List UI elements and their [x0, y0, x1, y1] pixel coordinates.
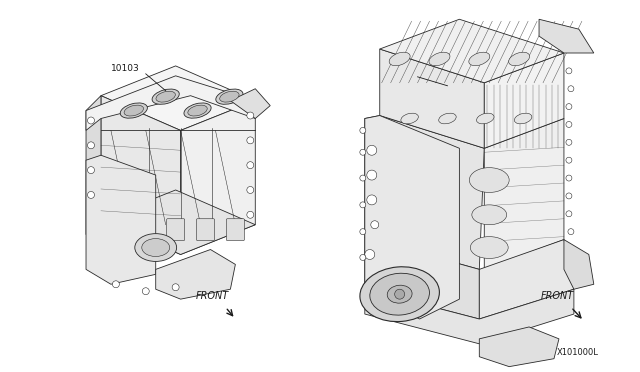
Ellipse shape: [387, 285, 412, 303]
Text: 10103: 10103: [111, 64, 140, 73]
Circle shape: [113, 281, 120, 288]
Polygon shape: [86, 76, 255, 131]
Circle shape: [88, 117, 95, 124]
Polygon shape: [479, 327, 559, 367]
Ellipse shape: [360, 267, 440, 322]
Ellipse shape: [469, 52, 490, 66]
Ellipse shape: [389, 52, 410, 66]
Polygon shape: [156, 250, 236, 299]
Polygon shape: [365, 238, 479, 319]
Ellipse shape: [152, 89, 179, 104]
Ellipse shape: [429, 52, 450, 66]
Circle shape: [360, 229, 366, 235]
Ellipse shape: [184, 103, 211, 118]
Polygon shape: [101, 96, 180, 254]
Text: FRONT: FRONT: [541, 291, 574, 301]
Polygon shape: [484, 119, 564, 269]
Polygon shape: [101, 66, 255, 131]
Circle shape: [371, 221, 379, 229]
Ellipse shape: [220, 91, 239, 102]
Polygon shape: [380, 86, 564, 148]
Polygon shape: [101, 190, 255, 254]
Circle shape: [247, 137, 254, 144]
Ellipse shape: [509, 52, 530, 66]
Circle shape: [247, 211, 254, 218]
Text: X101000L: X101000L: [557, 348, 599, 357]
Circle shape: [247, 162, 254, 169]
FancyBboxPatch shape: [166, 219, 184, 241]
Circle shape: [88, 167, 95, 174]
Polygon shape: [484, 53, 564, 148]
Polygon shape: [86, 155, 156, 284]
Polygon shape: [564, 240, 594, 289]
Circle shape: [566, 193, 572, 199]
Polygon shape: [365, 289, 574, 344]
Polygon shape: [380, 49, 484, 148]
Circle shape: [360, 254, 366, 260]
Ellipse shape: [477, 113, 494, 124]
Circle shape: [360, 128, 366, 134]
Text: 10102: 10102: [388, 66, 417, 75]
Circle shape: [172, 284, 179, 291]
Circle shape: [568, 86, 574, 92]
Ellipse shape: [120, 103, 147, 118]
Circle shape: [395, 289, 404, 299]
Circle shape: [566, 140, 572, 145]
Polygon shape: [86, 96, 101, 235]
Circle shape: [88, 192, 95, 198]
Circle shape: [247, 112, 254, 119]
Ellipse shape: [370, 273, 429, 315]
Circle shape: [566, 122, 572, 128]
Circle shape: [367, 195, 377, 205]
Ellipse shape: [216, 89, 243, 104]
Circle shape: [566, 68, 572, 74]
Circle shape: [360, 202, 366, 208]
Circle shape: [566, 157, 572, 163]
Ellipse shape: [156, 91, 175, 102]
Ellipse shape: [142, 238, 170, 256]
Ellipse shape: [438, 113, 456, 124]
Circle shape: [360, 149, 366, 155]
Polygon shape: [230, 89, 270, 119]
Circle shape: [568, 229, 574, 235]
Circle shape: [365, 250, 375, 259]
Circle shape: [367, 170, 377, 180]
Circle shape: [142, 288, 149, 295]
Polygon shape: [365, 116, 460, 319]
Polygon shape: [479, 240, 574, 319]
FancyBboxPatch shape: [196, 219, 214, 241]
Ellipse shape: [515, 113, 532, 124]
Circle shape: [566, 211, 572, 217]
Polygon shape: [539, 19, 594, 53]
Circle shape: [88, 142, 95, 149]
Polygon shape: [380, 19, 564, 83]
Circle shape: [367, 145, 377, 155]
Circle shape: [247, 186, 254, 193]
Ellipse shape: [469, 168, 509, 192]
Ellipse shape: [401, 113, 419, 124]
Circle shape: [566, 175, 572, 181]
FancyBboxPatch shape: [227, 219, 244, 241]
Ellipse shape: [135, 234, 177, 262]
FancyBboxPatch shape: [107, 219, 125, 241]
Text: FRONT: FRONT: [196, 291, 228, 301]
Polygon shape: [180, 101, 255, 254]
Circle shape: [566, 104, 572, 110]
Polygon shape: [365, 116, 484, 269]
Ellipse shape: [470, 237, 508, 259]
Ellipse shape: [472, 205, 507, 225]
Circle shape: [360, 175, 366, 181]
Ellipse shape: [124, 105, 143, 116]
Ellipse shape: [188, 105, 207, 116]
FancyBboxPatch shape: [137, 219, 155, 241]
